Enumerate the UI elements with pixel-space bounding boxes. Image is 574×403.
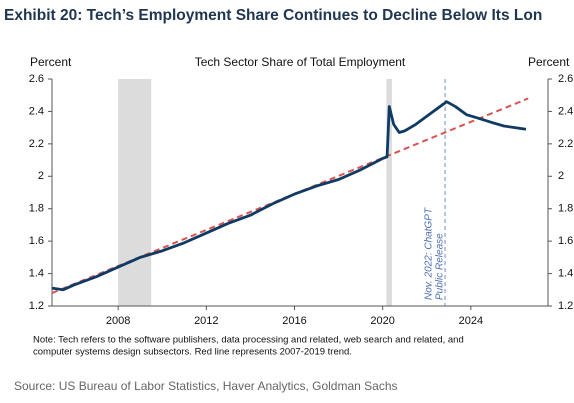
shaded-range — [118, 79, 152, 306]
line-series — [51, 100, 527, 292]
y-tick-label: 1.8 — [29, 203, 44, 215]
y-tick-label: 2.6 — [29, 73, 44, 85]
x-tick-label: 2016 — [282, 315, 306, 327]
y-tick-label: 2.4 — [29, 105, 44, 117]
y-tick-label: 2.2 — [29, 138, 44, 150]
x-tick-label: 2008 — [106, 315, 130, 327]
shaded-range — [386, 79, 392, 306]
y2-tick-label: 1.8 — [558, 203, 573, 215]
y2-tick-label: 1.6 — [558, 235, 573, 247]
x-tick-label: 2012 — [194, 315, 218, 327]
y-tick-label: 1.2 — [29, 300, 44, 312]
y2-tick-label: 1.4 — [558, 267, 573, 279]
y2-tick-label: 2 — [558, 170, 564, 182]
y-tick-label: 2 — [38, 170, 44, 182]
y2-tick-label: 2.4 — [558, 105, 573, 117]
source: Source: US Bureau of Labor Statistics, H… — [14, 379, 398, 393]
annotation: Nov. 2022: ChatGPT — [424, 207, 435, 300]
note: Note: Tech refers to the software publis… — [33, 335, 464, 346]
x-tick-label: 2020 — [370, 315, 394, 327]
x-tick-label: 2024 — [459, 315, 483, 327]
y-tick-label: 1.4 — [29, 267, 44, 279]
y2-tick-label: 2.2 — [558, 138, 573, 150]
chart-title: Exhibit 20: Tech’s Employment Share Cont… — [4, 7, 542, 24]
y2-tick-label: 2.6 — [558, 73, 573, 85]
annotation: Public Release — [435, 233, 446, 300]
y2-tick-label: 1.2 — [558, 300, 573, 312]
y2-axis-label: Percent — [528, 55, 570, 69]
subtitle: Tech Sector Share of Total Employment — [195, 55, 406, 69]
y-tick-label: 1.6 — [29, 235, 44, 247]
note: computer systems design subsectors. Red … — [33, 347, 352, 358]
y-axis-label: Percent — [30, 55, 72, 69]
